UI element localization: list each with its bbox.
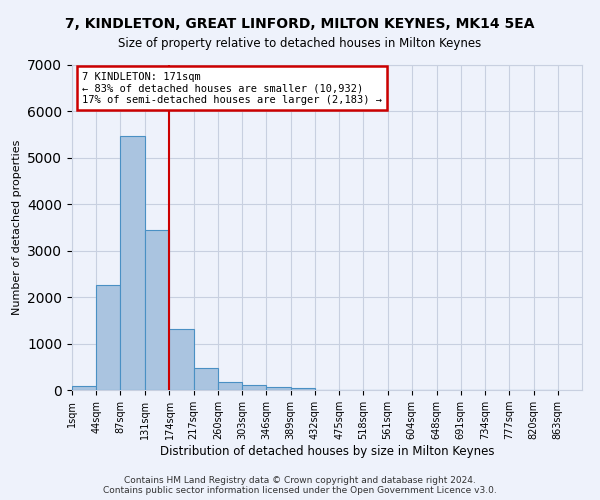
Text: 7, KINDLETON, GREAT LINFORD, MILTON KEYNES, MK14 5EA: 7, KINDLETON, GREAT LINFORD, MILTON KEYN… [65,18,535,32]
Bar [145,230,169,390]
Y-axis label: Number of detached properties: Number of detached properties [11,140,22,315]
Bar [266,387,290,390]
Text: Size of property relative to detached houses in Milton Keynes: Size of property relative to detached ho… [118,38,482,51]
Bar [194,368,218,390]
Bar [72,386,96,390]
Bar [242,386,266,390]
X-axis label: Distribution of detached houses by size in Milton Keynes: Distribution of detached houses by size … [160,445,494,458]
Bar [218,382,242,390]
Bar [169,329,194,390]
Bar [290,388,315,390]
Text: 7 KINDLETON: 171sqm
← 83% of detached houses are smaller (10,932)
17% of semi-de: 7 KINDLETON: 171sqm ← 83% of detached ho… [82,72,382,104]
Text: Contains HM Land Registry data © Crown copyright and database right 2024.
Contai: Contains HM Land Registry data © Crown c… [103,476,497,495]
Bar [96,284,121,390]
Bar [121,136,145,390]
